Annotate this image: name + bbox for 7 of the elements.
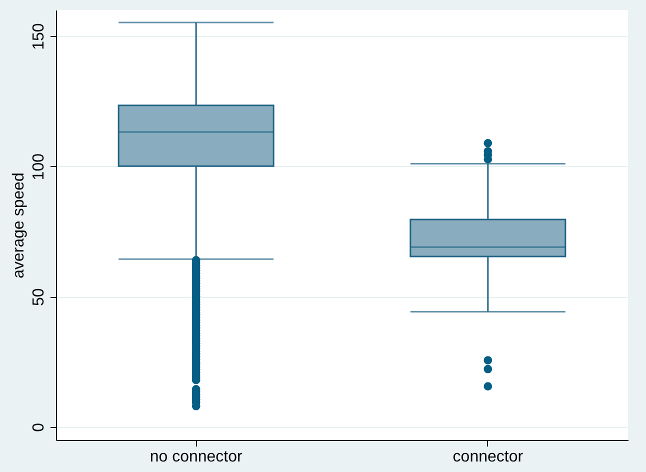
y-tick-label: 150 [30, 23, 48, 50]
y-tick-label: 100 [30, 153, 48, 180]
y-axis-title: average speed [10, 172, 28, 278]
y-tick-label: 0 [30, 422, 48, 432]
x-tick-label: no connector [150, 448, 244, 466]
y-tick-label: 50 [30, 288, 48, 306]
x-tick-label: connector [452, 448, 524, 466]
